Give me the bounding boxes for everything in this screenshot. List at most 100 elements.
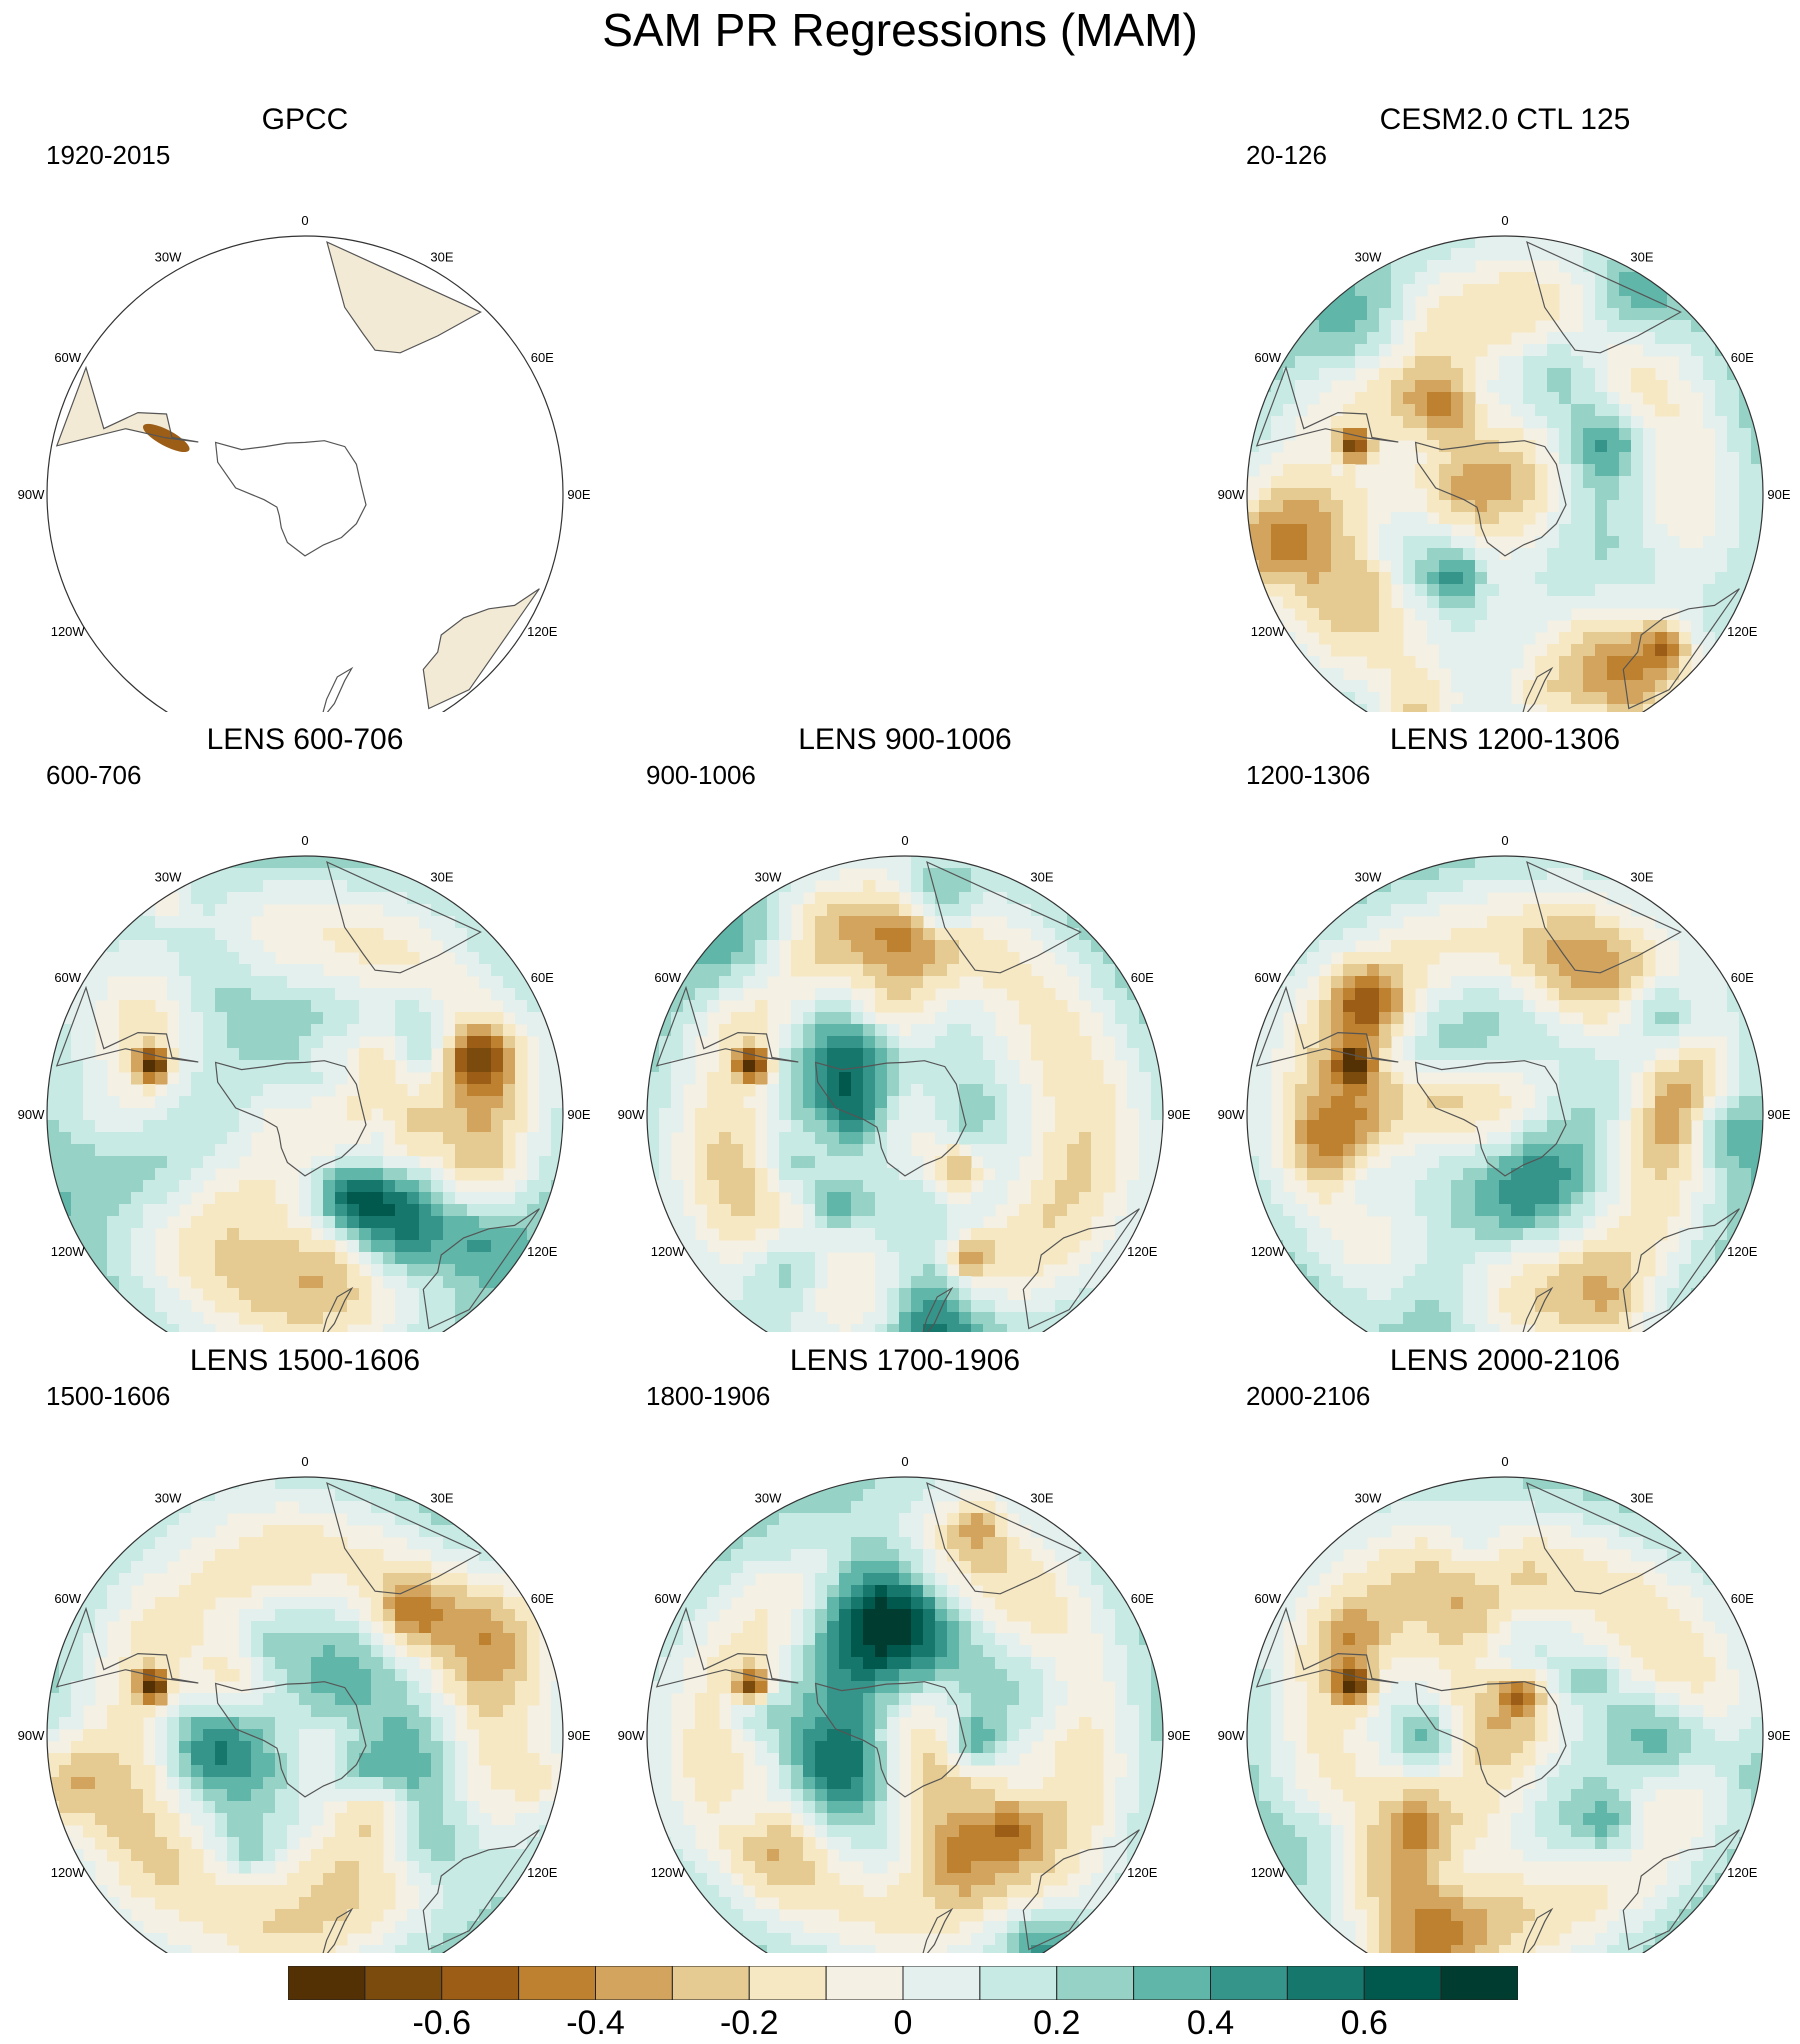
map-panel: GPCC030E60E90E120E150E180150W120W90W60W3… [0, 92, 600, 712]
longitude-label: 30W [755, 1491, 782, 1506]
longitude-label: 90E [1767, 487, 1790, 502]
period-label: 1800-1906 [646, 1381, 770, 1411]
colorbar-tick-label: -0.6 [412, 2004, 471, 2042]
longitude-label: 60W [54, 350, 81, 365]
longitude-label: 60E [1131, 970, 1154, 985]
colorbar-tick-label: -0.4 [566, 2004, 625, 2042]
period-label: 1500-1606 [46, 1381, 170, 1411]
map-panel: LENS 1700-1906030E60E90E120E150E180150W1… [600, 1333, 1200, 1953]
longitude-label: 90E [1767, 1107, 1790, 1122]
longitude-label: 0 [1501, 213, 1508, 228]
longitude-label: 60E [531, 350, 554, 365]
longitude-label: 120W [51, 1244, 86, 1259]
longitude-label: 120W [1251, 624, 1286, 639]
polar-map: 030E60E90E120E150E180150W120W90W60W30W [600, 712, 1200, 1332]
longitude-label: 30W [155, 250, 182, 265]
longitude-label: 30E [430, 1491, 453, 1506]
longitude-label: 90E [1767, 1728, 1790, 1743]
longitude-label: 90W [1218, 1107, 1245, 1122]
longitude-label: 0 [301, 213, 308, 228]
longitude-label: 60E [531, 970, 554, 985]
colorbar-svg [288, 1966, 1518, 2000]
longitude-label: 120E [1727, 1865, 1758, 1880]
longitude-label: 30W [755, 870, 782, 885]
longitude-label: 30E [1030, 870, 1053, 885]
longitude-label: 120E [527, 624, 558, 639]
longitude-label: 90E [567, 1728, 590, 1743]
colorbar-box [288, 1966, 365, 2000]
longitude-label: 0 [301, 833, 308, 848]
period-label: 1920-2015 [46, 140, 170, 170]
anomaly-field [1247, 236, 1764, 712]
longitude-label: 90W [618, 1728, 645, 1743]
longitude-label: 0 [1501, 1454, 1508, 1469]
longitude-label: 120W [1251, 1244, 1286, 1259]
colorbar-box [1364, 1966, 1441, 2000]
longitude-label: 30W [1355, 870, 1382, 885]
colorbar-box [1287, 1966, 1364, 2000]
colorbar-box [903, 1966, 980, 2000]
period-label: 2000-2106 [1246, 1381, 1370, 1411]
longitude-label: 30E [430, 250, 453, 265]
figure-title: SAM PR Regressions (MAM) [0, 0, 1800, 60]
longitude-label: 90W [18, 1107, 45, 1122]
longitude-label: 120W [651, 1865, 686, 1880]
longitude-label: 90E [1167, 1107, 1190, 1122]
longitude-label: 120E [1727, 1244, 1758, 1259]
longitude-label: 90E [567, 487, 590, 502]
colorbar-box [1211, 1966, 1288, 2000]
longitude-label: 90W [1218, 487, 1245, 502]
colorbar-box [596, 1966, 673, 2000]
anomaly-field [47, 856, 564, 1332]
longitude-label: 60E [531, 1591, 554, 1606]
longitude-label: 90E [1167, 1728, 1190, 1743]
longitude-label: 30W [1355, 1491, 1382, 1506]
longitude-label: 120W [51, 624, 86, 639]
longitude-label: 120W [51, 1865, 86, 1880]
colorbar-box [672, 1966, 749, 2000]
colorbar [288, 1966, 1518, 2000]
longitude-label: 90E [567, 1107, 590, 1122]
period-label: 900-1006 [646, 760, 756, 790]
colorbar-box [1441, 1966, 1518, 2000]
longitude-label: 60W [654, 970, 681, 985]
anomaly-field [47, 236, 563, 712]
longitude-label: 60E [1731, 970, 1754, 985]
longitude-label: 60E [1731, 350, 1754, 365]
longitude-label: 30W [155, 870, 182, 885]
longitude-label: 60E [1131, 1591, 1154, 1606]
anomaly-field [1247, 856, 1764, 1332]
colorbar-box [519, 1966, 596, 2000]
longitude-label: 120E [1127, 1244, 1158, 1259]
map-panel: LENS 1500-1606030E60E90E120E150E180150W1… [0, 1333, 600, 1953]
longitude-label: 30W [155, 1491, 182, 1506]
colorbar-box [1134, 1966, 1211, 2000]
longitude-label: 0 [901, 1454, 908, 1469]
longitude-label: 90W [1218, 1728, 1245, 1743]
anomaly-field [1247, 1477, 1764, 1953]
polar-map: 030E60E90E120E150E180150W120W90W60W30W [0, 712, 600, 1332]
longitude-label: 0 [301, 1454, 308, 1469]
map-panel: LENS 600-706030E60E90E120E150E180150W120… [0, 712, 600, 1332]
anomaly-field [47, 1477, 564, 1953]
longitude-label: 60W [54, 1591, 81, 1606]
longitude-label: 30E [430, 870, 453, 885]
map-panel [600, 92, 1200, 712]
longitude-label: 60W [54, 970, 81, 985]
longitude-label: 30E [1630, 1491, 1653, 1506]
period-label: 600-706 [46, 760, 141, 790]
longitude-label: 120W [651, 1244, 686, 1259]
polar-map: 030E60E90E120E150E180150W120W90W60W30W [0, 1333, 600, 1953]
longitude-label: 90W [18, 487, 45, 502]
longitude-label: 120E [1127, 1865, 1158, 1880]
polar-map: 030E60E90E120E150E180150W120W90W60W30W [1200, 712, 1800, 1332]
period-label: 20-126 [1246, 140, 1327, 170]
colorbar-tick-label: 0.4 [1187, 2004, 1234, 2042]
colorbar-box [826, 1966, 903, 2000]
longitude-label: 60E [1731, 1591, 1754, 1606]
map-panel: LENS 900-1006030E60E90E120E150E180150W12… [600, 712, 1200, 1332]
colorbar-tick-label: 0 [894, 2004, 913, 2042]
colorbar-tick-label: 0.2 [1033, 2004, 1080, 2042]
longitude-label: 0 [1501, 833, 1508, 848]
